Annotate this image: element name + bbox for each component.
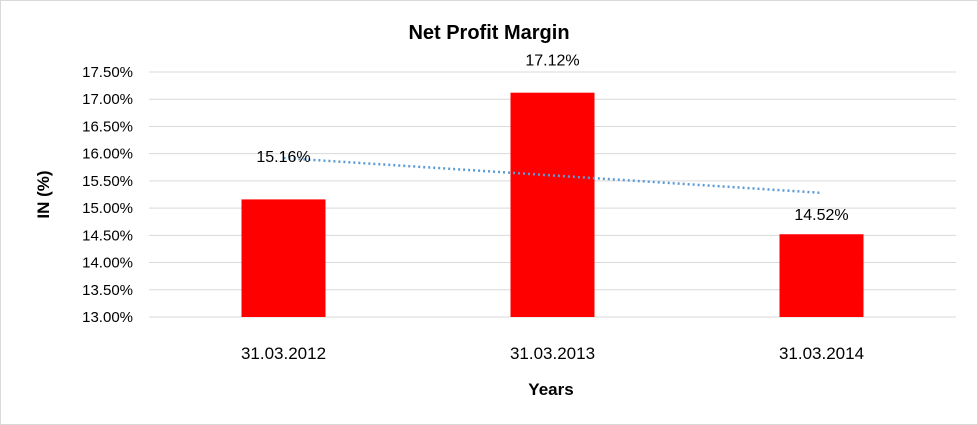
bars xyxy=(241,92,864,317)
x-axis-title: Years xyxy=(528,380,573,399)
x-tick-label: 31.03.2014 xyxy=(779,344,864,363)
bar xyxy=(779,234,864,317)
y-tick-label: 14.50% xyxy=(82,227,133,244)
y-tick-label: 16.00% xyxy=(82,146,133,163)
y-tick-label: 17.00% xyxy=(82,91,133,108)
y-axis-ticks: 13.00% 13.50% 14.00% 14.50% 15.00% 15.50% 16.0… xyxy=(82,64,133,326)
y-tick-label: 13.50% xyxy=(82,282,133,299)
data-labels: 15.16% 17.12% 14.52% xyxy=(256,53,848,225)
x-tick-label: 31.03.2013 xyxy=(510,344,595,363)
x-axis-ticks: 31.03.2012 31.03.2013 31.03.2014 xyxy=(241,344,864,363)
data-label: 14.52% xyxy=(794,207,848,224)
data-label: 17.12% xyxy=(525,53,579,70)
y-tick-label: 15.50% xyxy=(82,173,133,190)
data-label: 15.16% xyxy=(256,149,310,166)
bar xyxy=(510,92,595,317)
x-tick-label: 31.03.2012 xyxy=(241,344,326,363)
y-tick-label: 17.50% xyxy=(82,64,133,81)
y-tick-label: 14.00% xyxy=(82,255,133,272)
bar xyxy=(241,199,326,317)
chart-title: Net Profit Margin xyxy=(408,22,569,44)
y-tick-label: 15.00% xyxy=(82,200,133,217)
y-tick-label: 13.00% xyxy=(82,309,133,326)
y-axis-title: IN (%) xyxy=(34,170,53,218)
y-tick-label: 16.50% xyxy=(82,118,133,135)
